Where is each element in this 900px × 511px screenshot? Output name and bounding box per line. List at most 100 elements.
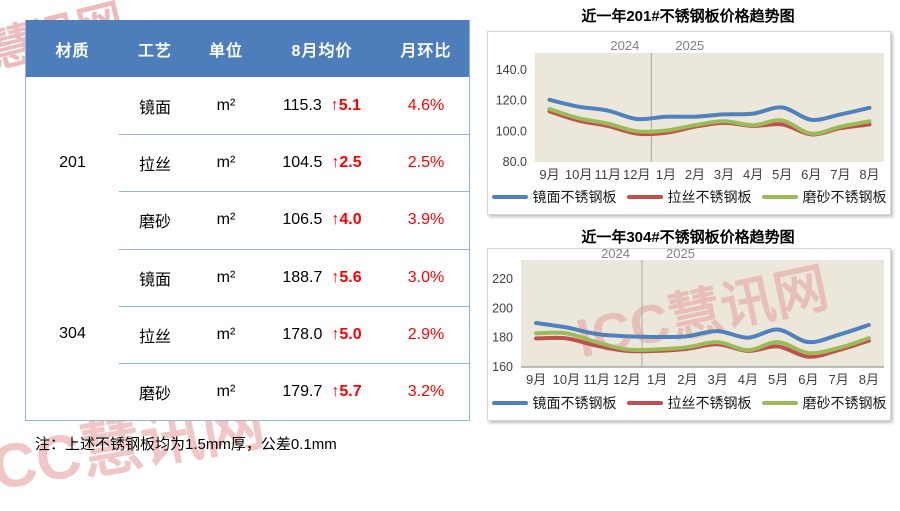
y-tick-label: 120.0 [496, 94, 527, 108]
legend-label: 磨砂不锈钢板 [802, 189, 887, 205]
x-tick-label: 7月 [829, 372, 849, 387]
price-table: 材质 工艺 单位 8月均价 月环比 201 304 镜面 m² 115.3 ↑5… [25, 20, 470, 421]
column-header-unit: 单位 [191, 20, 261, 77]
chart-legend: 镜面不锈钢板 拉丝不锈钢板 磨砂不锈钢板 [488, 187, 890, 207]
legend-item: 拉丝不锈钢板 [626, 393, 752, 413]
y-tick-label: 180 [492, 331, 513, 345]
price-value: 104.5 [282, 154, 323, 172]
y-tick-label: 160 [492, 360, 513, 374]
y-tick-label: 220 [492, 272, 513, 286]
table-cell-process: 镜面 [138, 99, 171, 117]
price-trend-chart-201: 2024 2025 80.0 100.0 120.0 140.0 9月 10月 11月 12月 1月… [487, 31, 891, 215]
x-tick-label: 12月 [613, 372, 640, 387]
x-tick-label: 8月 [859, 372, 879, 387]
chart-title-304: 近一年304#不锈钢板价格趋势图 [581, 229, 795, 246]
table-footnote: 注：上述不锈钢板均为1.5mm厚，公差0.1mm [35, 436, 337, 453]
series-line-2 [547, 107, 872, 136]
x-tick-label: 6月 [798, 372, 818, 387]
x-tick-label: 12月 [623, 167, 650, 182]
year-label: 2025 [666, 249, 695, 261]
price-delta-up: ↑2.5 [331, 154, 362, 172]
y-tick-label: 80.0 [503, 155, 527, 169]
legend-item: 镜面不锈钢板 [491, 393, 617, 413]
table-cell-mom: 3.0% [383, 248, 469, 306]
legend-line-swatch-icon [761, 195, 798, 199]
table-cell-price: 104.5 ↑2.5 [261, 134, 383, 191]
x-tick-label: 9月 [526, 372, 546, 387]
x-tick-label: 2月 [677, 372, 697, 387]
legend-line-swatch-icon [761, 401, 798, 405]
material-cell-304: 304 [59, 325, 86, 343]
chart-title-201: 近一年201#不锈钢板价格趋势图 [581, 8, 795, 25]
year-label: 2025 [675, 38, 704, 53]
series-line-0 [547, 97, 872, 122]
x-tick-label: 5月 [768, 372, 788, 387]
x-tick-label: 11月 [583, 372, 610, 387]
price-trend-chart-304: ICC慧讯网 2024 2025 160 180 200 220 9月 10月 11月 12月 1月 2… [487, 248, 891, 421]
x-tick-label: 4月 [743, 167, 763, 182]
table-cell-unit: m² [191, 191, 261, 248]
table-cell-mom: 3.9% [383, 191, 469, 248]
x-tick-label: 10月 [565, 167, 592, 182]
table-cell-mom: 3.2% [383, 362, 469, 420]
y-tick-label: 100.0 [496, 124, 527, 138]
x-tick-label: 10月 [553, 372, 580, 387]
trend-chart-canvas: 2024 2025 80.0 100.0 120.0 140.0 9月 10月 11月 12月 1月… [496, 38, 884, 182]
chart-legend: 镜面不锈钢板 拉丝不锈钢板 磨砂不锈钢板 [488, 393, 890, 413]
price-value: 115.3 [282, 96, 322, 114]
table-cell-mom: 4.6% [407, 96, 445, 114]
x-tick-label: 8月 [859, 167, 879, 182]
y-tick-label: 200 [492, 301, 513, 315]
table-cell-process: 拉丝 [119, 305, 191, 363]
legend-line-swatch-icon [626, 195, 663, 199]
material-cell-201: 201 [59, 153, 86, 171]
table-cell-process: 镜面 [119, 248, 191, 306]
table-cell-price: 115.3 ↑5.1 [261, 77, 383, 134]
legend-label: 镜面不锈钢板 [532, 189, 617, 205]
price-delta-up: ↑4.0 [331, 211, 362, 229]
column-header-process: 工艺 [119, 20, 191, 77]
x-tick-label: 1月 [647, 372, 667, 387]
table-cell-process: 拉丝 [119, 134, 191, 191]
table-cell-unit: m² [191, 305, 261, 363]
legend-label: 磨砂不锈钢板 [802, 395, 887, 411]
series-line-2 [534, 330, 871, 356]
legend-item: 拉丝不锈钢板 [626, 187, 752, 207]
x-tick-label: 9月 [539, 167, 559, 182]
series-line-0 [534, 321, 871, 345]
table-cell-process: 磨砂 [119, 362, 191, 420]
legend-line-swatch-icon [626, 401, 663, 405]
table-cell-price: 188.7 ↑5.6 [261, 248, 383, 306]
x-tick-label: 3月 [714, 167, 734, 182]
x-tick-label: 7月 [830, 167, 850, 182]
column-header-mom: 月环比 [383, 20, 469, 77]
price-value: 188.7 [282, 268, 323, 286]
price-value: 179.7 [282, 382, 323, 400]
legend-label: 镜面不锈钢板 [532, 395, 617, 411]
price-delta-up: ↑5.0 [331, 325, 362, 343]
legend-item: 磨砂不锈钢板 [761, 393, 887, 413]
legend-item: 磨砂不锈钢板 [761, 187, 887, 207]
price-value: 178.0 [282, 325, 323, 343]
price-value: 106.5 [282, 211, 323, 229]
column-header-material: 材质 [26, 20, 119, 77]
price-delta-up: ↑5.1 [330, 96, 362, 114]
table-cell-process: 磨砂 [119, 191, 191, 248]
legend-line-swatch-icon [491, 401, 528, 405]
legend-label: 拉丝不锈钢板 [667, 395, 752, 411]
x-tick-label: 11月 [594, 167, 621, 182]
table-cell-price: 178.0 ↑5.0 [261, 305, 383, 363]
table-cell-unit: m² [191, 362, 261, 420]
x-tick-label: 6月 [801, 167, 821, 182]
table-cell-mom: 2.9% [383, 305, 469, 363]
y-tick-label: 140.0 [496, 63, 527, 77]
table-cell-mom: 2.5% [383, 134, 469, 191]
plot-area [521, 260, 884, 367]
column-header-avg-price: 8月均价 [261, 20, 383, 77]
x-tick-label: 3月 [708, 372, 728, 387]
year-label: 2024 [601, 249, 630, 261]
table-cell-unit: m² [191, 248, 261, 306]
table-cell-unit: m² [191, 134, 261, 191]
x-tick-label: 1月 [656, 167, 676, 182]
